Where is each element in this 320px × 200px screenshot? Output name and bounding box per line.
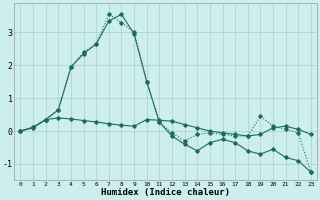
X-axis label: Humidex (Indice chaleur): Humidex (Indice chaleur): [101, 188, 230, 197]
